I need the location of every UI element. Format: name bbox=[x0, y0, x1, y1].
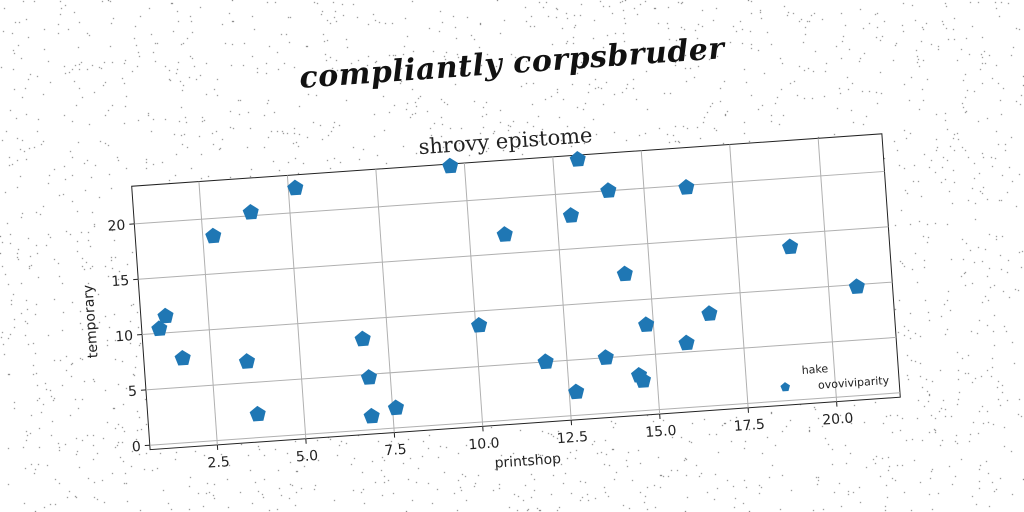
x-grid-line bbox=[817, 138, 838, 402]
data-point bbox=[848, 278, 865, 294]
data-point bbox=[496, 226, 513, 242]
plot-group: 2.5 5.0 7.5 10.0 12.5 15.0 17.5 20.0 0 5 10 15 20 s… bbox=[80, 123, 901, 472]
data-point bbox=[363, 407, 380, 424]
data-point bbox=[616, 265, 633, 282]
x-grid-line bbox=[375, 169, 395, 433]
y-grid-line bbox=[149, 392, 901, 446]
x-grid-line bbox=[198, 181, 218, 445]
x-grid-line bbox=[463, 162, 484, 427]
chart-title: shrovy epistome bbox=[418, 123, 593, 159]
y-tick-label: 5 bbox=[128, 384, 138, 401]
data-point bbox=[287, 179, 304, 196]
y-grid-line bbox=[134, 170, 885, 225]
x-tick-label: 12.5 bbox=[556, 429, 588, 447]
data-point bbox=[597, 349, 614, 365]
data-point bbox=[205, 227, 222, 244]
y-grid-line bbox=[142, 281, 893, 336]
y-grid-line bbox=[138, 226, 889, 280]
y-grid-line bbox=[145, 336, 897, 391]
x-tick-label: 17.5 bbox=[733, 417, 765, 435]
data-point bbox=[678, 178, 695, 195]
legend-label-ovoviviparity: ovoviviparity bbox=[818, 374, 890, 392]
data-point bbox=[249, 405, 266, 422]
x-axis: 2.5 5.0 7.5 10.0 12.5 15.0 17.5 20.0 bbox=[207, 401, 854, 472]
x-tick-label: 10.0 bbox=[468, 435, 500, 453]
data-point bbox=[638, 316, 655, 333]
legend-marker bbox=[780, 382, 790, 392]
legend-label-hake: hake bbox=[801, 362, 829, 377]
data-point bbox=[569, 151, 586, 167]
data-point bbox=[354, 330, 371, 347]
x-axis-title: printshop bbox=[494, 451, 562, 472]
grid bbox=[134, 138, 901, 446]
plot-frame bbox=[131, 133, 901, 451]
data-point bbox=[174, 349, 191, 366]
data-point bbox=[600, 182, 617, 198]
data-point bbox=[242, 203, 259, 220]
data-point bbox=[562, 207, 580, 223]
data-points bbox=[151, 151, 865, 424]
data-point bbox=[781, 238, 799, 255]
x-tick-label: 20.0 bbox=[822, 411, 854, 429]
data-point bbox=[701, 305, 718, 322]
y-axis: 0 5 10 15 20 bbox=[107, 218, 150, 456]
y-tick-label: 20 bbox=[107, 218, 126, 235]
data-point bbox=[470, 316, 488, 333]
data-point bbox=[157, 307, 174, 324]
data-point bbox=[568, 383, 585, 400]
y-tick-label: 10 bbox=[115, 328, 134, 345]
x-grid-line bbox=[286, 175, 307, 439]
x-tick-label: 7.5 bbox=[384, 442, 407, 460]
x-grid-line bbox=[729, 144, 749, 408]
x-grid-line bbox=[640, 150, 661, 415]
x-tick-label: 5.0 bbox=[295, 448, 318, 466]
y-tick-label: 15 bbox=[111, 273, 130, 290]
x-tick-label: 15.0 bbox=[645, 423, 677, 441]
data-point bbox=[634, 372, 652, 388]
data-point bbox=[151, 320, 168, 337]
data-point bbox=[387, 399, 405, 416]
data-point bbox=[537, 353, 554, 370]
x-tick-label: 2.5 bbox=[207, 454, 230, 472]
data-point bbox=[360, 369, 378, 385]
data-point bbox=[442, 157, 459, 174]
legend: hake ovoviviparity bbox=[780, 362, 890, 392]
data-point bbox=[238, 353, 256, 369]
x-grid-line bbox=[552, 156, 572, 421]
y-axis-title: temporary bbox=[80, 284, 101, 359]
y-tick-label: 0 bbox=[131, 439, 141, 456]
data-point bbox=[678, 334, 695, 351]
